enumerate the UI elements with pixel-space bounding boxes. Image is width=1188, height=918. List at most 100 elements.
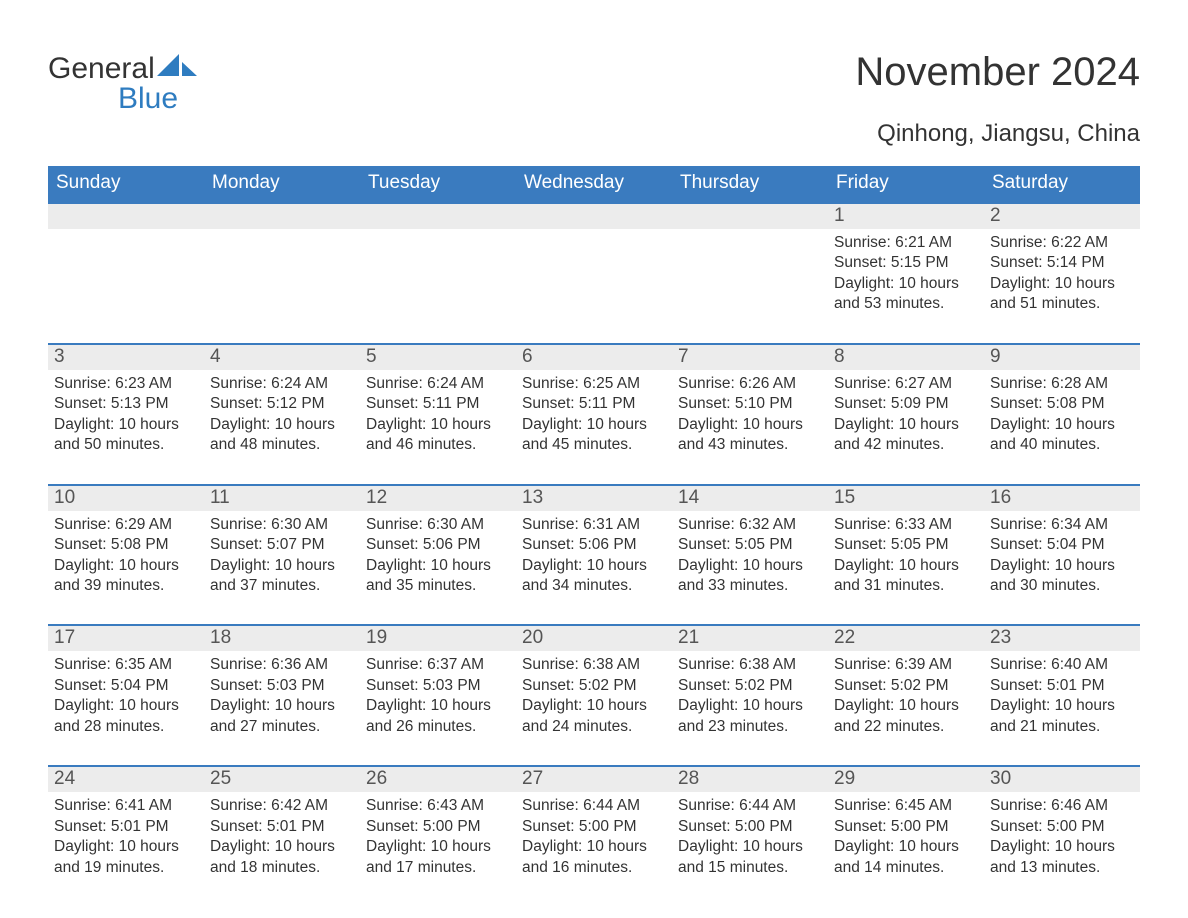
day-details: Sunrise: 6:44 AMSunset: 5:00 PMDaylight:…	[516, 792, 672, 880]
day-details: Sunrise: 6:21 AMSunset: 5:15 PMDaylight:…	[828, 229, 984, 317]
sunset-line: Sunset: 5:07 PM	[210, 535, 354, 555]
sunset-line: Sunset: 5:08 PM	[990, 394, 1134, 414]
day-cell: 11Sunrise: 6:30 AMSunset: 5:07 PMDayligh…	[204, 486, 360, 599]
daylight-line: Daylight: 10 hours and 30 minutes.	[990, 556, 1134, 597]
day-number: 30	[984, 767, 1140, 792]
day-number: 17	[48, 626, 204, 651]
day-number: 15	[828, 486, 984, 511]
day-cell: 23Sunrise: 6:40 AMSunset: 5:01 PMDayligh…	[984, 626, 1140, 739]
dow-cell: Thursday	[672, 166, 828, 202]
day-number	[672, 204, 828, 229]
day-cell	[360, 204, 516, 317]
day-number: 12	[360, 486, 516, 511]
day-details: Sunrise: 6:34 AMSunset: 5:04 PMDaylight:…	[984, 511, 1140, 599]
day-cell: 20Sunrise: 6:38 AMSunset: 5:02 PMDayligh…	[516, 626, 672, 739]
daylight-line: Daylight: 10 hours and 45 minutes.	[522, 415, 666, 456]
sunset-line: Sunset: 5:00 PM	[678, 817, 822, 837]
day-number: 3	[48, 345, 204, 370]
day-cell: 13Sunrise: 6:31 AMSunset: 5:06 PMDayligh…	[516, 486, 672, 599]
sunrise-line: Sunrise: 6:39 AM	[834, 655, 978, 675]
day-number: 13	[516, 486, 672, 511]
week-row: 3Sunrise: 6:23 AMSunset: 5:13 PMDaylight…	[48, 343, 1140, 458]
sunrise-line: Sunrise: 6:26 AM	[678, 374, 822, 394]
day-cell	[516, 204, 672, 317]
sunset-line: Sunset: 5:01 PM	[210, 817, 354, 837]
daylight-line: Daylight: 10 hours and 24 minutes.	[522, 696, 666, 737]
day-number: 20	[516, 626, 672, 651]
sunset-line: Sunset: 5:02 PM	[834, 676, 978, 696]
logo-text: General Blue	[48, 50, 199, 114]
dow-cell: Sunday	[48, 166, 204, 202]
sunset-line: Sunset: 5:06 PM	[366, 535, 510, 555]
sunset-line: Sunset: 5:03 PM	[366, 676, 510, 696]
day-number: 21	[672, 626, 828, 651]
day-details: Sunrise: 6:44 AMSunset: 5:00 PMDaylight:…	[672, 792, 828, 880]
day-cell: 10Sunrise: 6:29 AMSunset: 5:08 PMDayligh…	[48, 486, 204, 599]
sunrise-line: Sunrise: 6:41 AM	[54, 796, 198, 816]
day-cell: 7Sunrise: 6:26 AMSunset: 5:10 PMDaylight…	[672, 345, 828, 458]
day-cell: 22Sunrise: 6:39 AMSunset: 5:02 PMDayligh…	[828, 626, 984, 739]
day-cell: 19Sunrise: 6:37 AMSunset: 5:03 PMDayligh…	[360, 626, 516, 739]
day-cell	[672, 204, 828, 317]
day-details: Sunrise: 6:43 AMSunset: 5:00 PMDaylight:…	[360, 792, 516, 880]
day-cell: 26Sunrise: 6:43 AMSunset: 5:00 PMDayligh…	[360, 767, 516, 880]
day-cell: 6 Sunrise: 6:25 AMSunset: 5:11 PMDaylight…	[516, 345, 672, 458]
day-cell	[48, 204, 204, 317]
day-number: 28	[672, 767, 828, 792]
daylight-line: Daylight: 10 hours and 13 minutes.	[990, 837, 1134, 878]
daylight-line: Daylight: 10 hours and 48 minutes.	[210, 415, 354, 456]
sunrise-line: Sunrise: 6:30 AM	[210, 515, 354, 535]
day-number: 16	[984, 486, 1140, 511]
day-number	[516, 204, 672, 229]
daylight-line: Daylight: 10 hours and 27 minutes.	[210, 696, 354, 737]
dow-cell: Friday	[828, 166, 984, 202]
day-details: Sunrise: 6:32 AMSunset: 5:05 PMDaylight:…	[672, 511, 828, 599]
day-number: 2	[984, 204, 1140, 229]
day-of-week-header: SundayMondayTuesdayWednesdayThursdayFrid…	[48, 166, 1140, 202]
day-number: 11	[204, 486, 360, 511]
day-details: Sunrise: 6:45 AMSunset: 5:00 PMDaylight:…	[828, 792, 984, 880]
day-details: Sunrise: 6:24 AMSunset: 5:11 PMDaylight:…	[360, 370, 516, 458]
page-title: November 2024	[855, 50, 1140, 95]
day-number: 1	[828, 204, 984, 229]
day-details: Sunrise: 6:36 AMSunset: 5:03 PMDaylight:…	[204, 651, 360, 739]
daylight-line: Daylight: 10 hours and 15 minutes.	[678, 837, 822, 878]
day-number: 24	[48, 767, 204, 792]
sunset-line: Sunset: 5:15 PM	[834, 253, 978, 273]
sunset-line: Sunset: 5:04 PM	[54, 676, 198, 696]
day-number: 25	[204, 767, 360, 792]
sunset-line: Sunset: 5:11 PM	[522, 394, 666, 414]
day-number	[204, 204, 360, 229]
sunrise-line: Sunrise: 6:32 AM	[678, 515, 822, 535]
daylight-line: Daylight: 10 hours and 26 minutes.	[366, 696, 510, 737]
day-details: Sunrise: 6:26 AMSunset: 5:10 PMDaylight:…	[672, 370, 828, 458]
sunrise-line: Sunrise: 6:25 AM	[522, 374, 666, 394]
sunrise-line: Sunrise: 6:21 AM	[834, 233, 978, 253]
daylight-line: Daylight: 10 hours and 14 minutes.	[834, 837, 978, 878]
day-details: Sunrise: 6:28 AMSunset: 5:08 PMDaylight:…	[984, 370, 1140, 458]
sunrise-line: Sunrise: 6:23 AM	[54, 374, 198, 394]
day-number: 27	[516, 767, 672, 792]
daylight-line: Daylight: 10 hours and 42 minutes.	[834, 415, 978, 456]
day-details: Sunrise: 6:46 AMSunset: 5:00 PMDaylight:…	[984, 792, 1140, 880]
sunset-line: Sunset: 5:03 PM	[210, 676, 354, 696]
day-cell: 3Sunrise: 6:23 AMSunset: 5:13 PMDaylight…	[48, 345, 204, 458]
day-cell	[204, 204, 360, 317]
day-number: 6	[516, 345, 672, 370]
sunrise-line: Sunrise: 6:44 AM	[678, 796, 822, 816]
daylight-line: Daylight: 10 hours and 43 minutes.	[678, 415, 822, 456]
day-number	[48, 204, 204, 229]
day-details: Sunrise: 6:27 AMSunset: 5:09 PMDaylight:…	[828, 370, 984, 458]
sunrise-line: Sunrise: 6:30 AM	[366, 515, 510, 535]
week-row: 1Sunrise: 6:21 AMSunset: 5:15 PMDaylight…	[48, 202, 1140, 317]
daylight-line: Daylight: 10 hours and 23 minutes.	[678, 696, 822, 737]
daylight-line: Daylight: 10 hours and 21 minutes.	[990, 696, 1134, 737]
day-number: 10	[48, 486, 204, 511]
day-details: Sunrise: 6:37 AMSunset: 5:03 PMDaylight:…	[360, 651, 516, 739]
sunrise-line: Sunrise: 6:40 AM	[990, 655, 1134, 675]
sunset-line: Sunset: 5:11 PM	[366, 394, 510, 414]
logo-word-2: Blue	[48, 84, 178, 114]
sunrise-line: Sunrise: 6:43 AM	[366, 796, 510, 816]
daylight-line: Daylight: 10 hours and 16 minutes.	[522, 837, 666, 878]
day-cell: 27Sunrise: 6:44 AMSunset: 5:00 PMDayligh…	[516, 767, 672, 880]
